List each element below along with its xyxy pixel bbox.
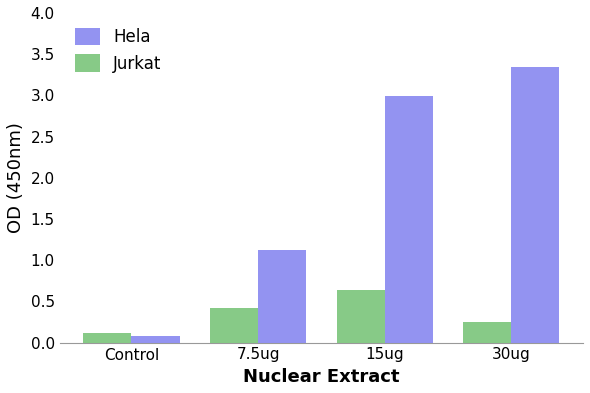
- Bar: [511, 66, 559, 343]
- Bar: [385, 96, 432, 343]
- Bar: [132, 336, 179, 343]
- Legend: Hela, Jurkat: Hela, Jurkat: [68, 21, 168, 79]
- Bar: [463, 322, 511, 343]
- Bar: [83, 333, 132, 343]
- Bar: [210, 308, 258, 343]
- Bar: [336, 290, 385, 343]
- Y-axis label: OD (450nm): OD (450nm): [7, 122, 25, 233]
- X-axis label: Nuclear Extract: Nuclear Extract: [243, 368, 399, 386]
- Bar: [258, 250, 306, 343]
